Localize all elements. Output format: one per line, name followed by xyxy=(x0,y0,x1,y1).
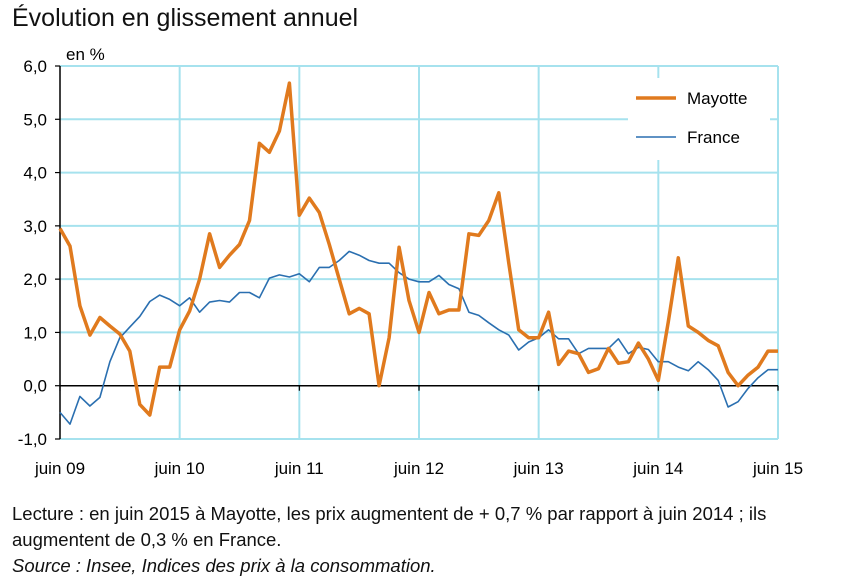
x-tick-label: juin 12 xyxy=(393,459,444,478)
x-tick-label: juin 15 xyxy=(752,459,803,478)
y-tick-label: 4,0 xyxy=(23,164,47,183)
x-tick-label: juin 10 xyxy=(154,459,205,478)
legend-label-france: France xyxy=(687,128,740,147)
legend-box xyxy=(628,78,770,160)
y-tick-label: -1,0 xyxy=(18,430,47,449)
y-tick-label: 0,0 xyxy=(23,377,47,396)
y-tick-label: 6,0 xyxy=(23,57,47,76)
x-tick-label: juin 09 xyxy=(34,459,85,478)
series-line-mayotte xyxy=(58,81,778,417)
x-tick-label: juin 11 xyxy=(274,459,324,478)
y-tick-label: 1,0 xyxy=(23,323,47,342)
line-chart: -1,0 0,0 1,0 2,0 3,0 4,0 5,0 6,0 juin 09 juin 10 j… xyxy=(18,45,803,478)
source-note: Source : Insee, Indices des prix à la co… xyxy=(12,555,436,576)
reading-note-line2: augmentent de 0,3 % en France. xyxy=(12,529,282,550)
chart-title: Évolution en glissement annuel xyxy=(12,4,359,32)
y-tick-label: 5,0 xyxy=(23,110,47,129)
y-axis-label: en % xyxy=(66,45,105,64)
x-tick-label: juin 14 xyxy=(632,459,683,478)
series-line-france xyxy=(59,250,778,425)
y-tick-label: 3,0 xyxy=(23,217,47,236)
x-tick-label: juin 13 xyxy=(513,459,564,478)
reading-note-line1: Lecture : en juin 2015 à Mayotte, les pr… xyxy=(12,503,767,524)
y-tick-label: 2,0 xyxy=(23,270,47,289)
legend-label-mayotte: Mayotte xyxy=(687,89,747,108)
